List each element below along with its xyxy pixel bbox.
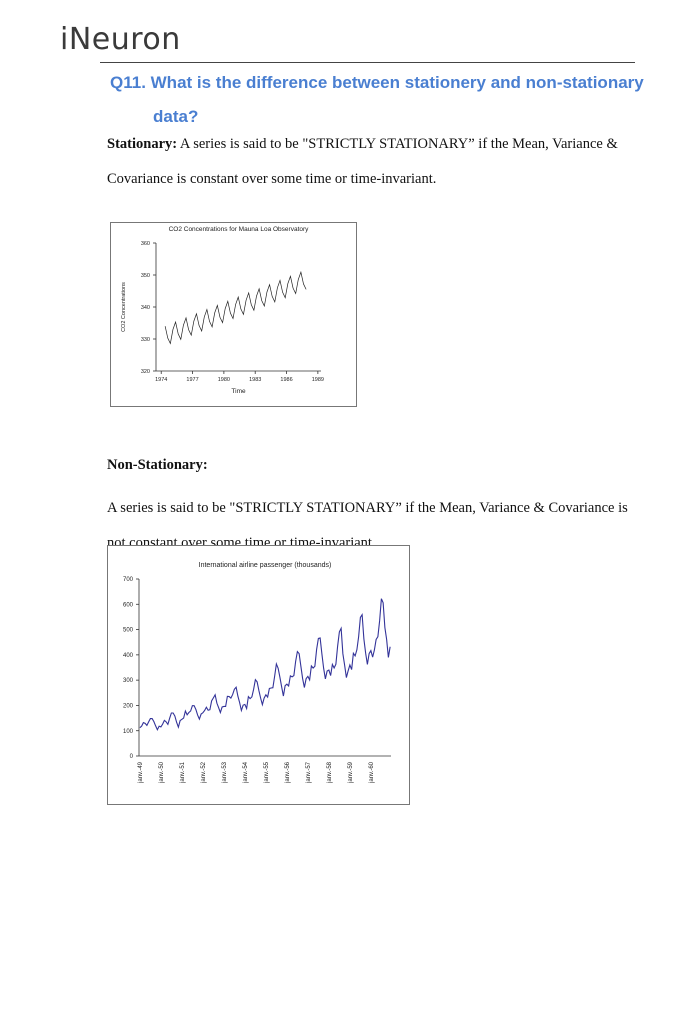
- logo: iNeuron: [60, 22, 181, 57]
- chart-title: CO2 Concentrations for Mauna Loa Observa…: [169, 226, 310, 233]
- x-tick-label: janv.-50: [159, 761, 165, 784]
- x-tick-label: janv.-52: [201, 761, 207, 784]
- x-tick-label: janv.-58: [327, 761, 333, 784]
- data-line: [164, 270, 307, 345]
- x-tick-label: 1989: [312, 377, 324, 383]
- x-tick-label: janv.-59: [348, 761, 354, 784]
- y-tick-label: 200: [123, 704, 134, 710]
- x-tick-label: 1986: [280, 377, 292, 383]
- x-tick-label: janv.-49: [138, 761, 144, 784]
- y-tick-label: 600: [123, 602, 134, 608]
- chart: International airline passenger (thousan…: [107, 545, 410, 805]
- chart: CO2 Concentrations for Mauna Loa Observa…: [110, 222, 357, 407]
- x-tick-label: janv.-53: [222, 761, 228, 784]
- heading: Non-Stationary:: [107, 448, 637, 483]
- text: A series is said to be "STRICTLY STATION…: [107, 136, 618, 187]
- paragraph: Stationary: A series is said to be "STRI…: [107, 127, 637, 197]
- label: Non-Stationary:: [107, 457, 208, 473]
- y-tick-label: 330: [141, 337, 150, 343]
- x-axis-label: Time: [231, 388, 246, 395]
- chart-title: International airline passenger (thousan…: [199, 562, 332, 569]
- y-axis-label: CO2 Concentrations: [121, 282, 127, 332]
- y-tick-label: 400: [123, 653, 134, 659]
- y-tick-label: 500: [123, 628, 134, 634]
- header-rule: [100, 62, 635, 63]
- y-tick-label: 700: [123, 577, 134, 583]
- x-tick-label: janv.-57: [306, 761, 312, 784]
- x-tick-label: janv.-55: [264, 761, 270, 784]
- y-tick-label: 320: [141, 369, 150, 375]
- y-tick-label: 0: [130, 754, 134, 760]
- question: Q11. What is the difference between stat…: [110, 73, 644, 126]
- x-tick-label: 1977: [186, 377, 198, 383]
- x-tick-label: janv.-56: [285, 761, 291, 784]
- x-tick-label: janv.-60: [369, 761, 375, 784]
- y-tick-label: 360: [141, 241, 150, 247]
- x-tick-label: janv.-51: [180, 761, 186, 784]
- y-tick-label: 100: [123, 729, 134, 735]
- x-tick-label: 1974: [155, 377, 167, 383]
- y-tick-label: 340: [141, 305, 150, 311]
- y-tick-label: 300: [123, 678, 134, 684]
- x-tick-label: 1980: [218, 377, 230, 383]
- y-tick-label: 350: [141, 273, 150, 279]
- x-tick-label: janv.-54: [243, 761, 249, 784]
- label: Stationary:: [107, 136, 178, 152]
- data-line: [139, 598, 391, 731]
- x-tick-label: 1983: [249, 377, 261, 383]
